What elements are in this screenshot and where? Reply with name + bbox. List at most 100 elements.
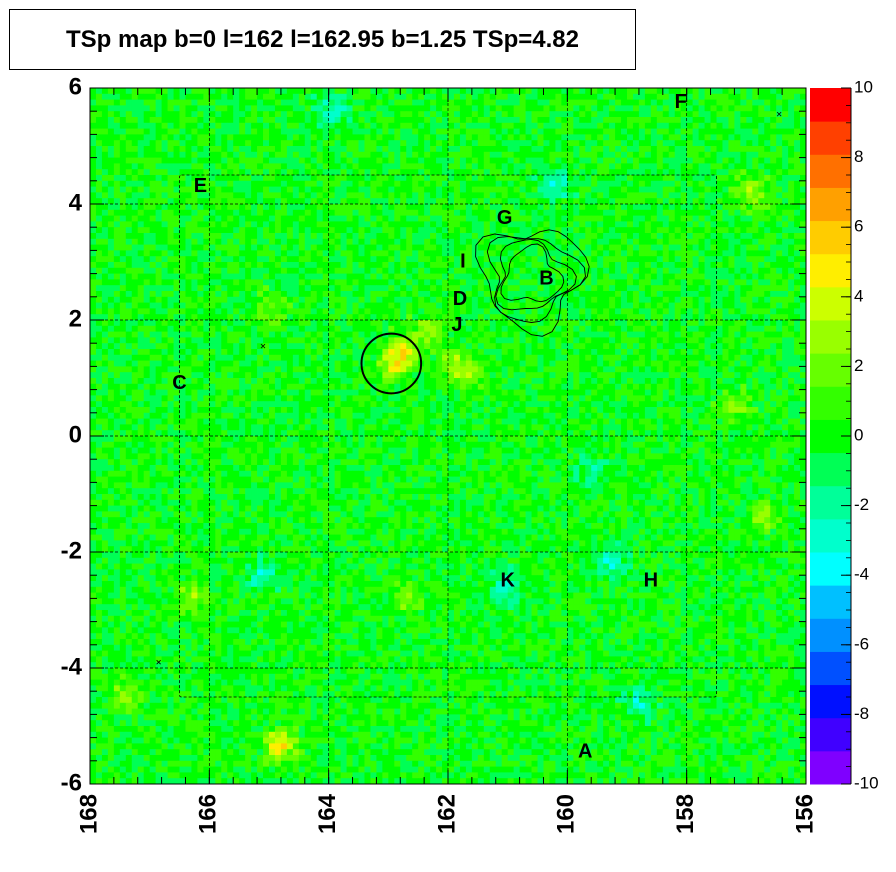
- heatmap-cell: [352, 186, 359, 193]
- heatmap-cell: [615, 88, 622, 95]
- heatmap-cell: [400, 308, 407, 315]
- heatmap-cell: [686, 285, 694, 292]
- heatmap-cell: [215, 151, 222, 158]
- heatmap-cell: [95, 244, 103, 251]
- heatmap-cell: [668, 204, 676, 211]
- heatmap-cell: [453, 134, 461, 141]
- heatmap-cell: [209, 296, 216, 303]
- heatmap-cell: [537, 134, 544, 141]
- heatmap-cell: [495, 227, 503, 234]
- heatmap-cell: [90, 204, 97, 211]
- heatmap-cell: [185, 204, 192, 211]
- heatmap-cell: [227, 302, 234, 309]
- heatmap-cell: [627, 169, 634, 176]
- heatmap-cell: [197, 279, 204, 286]
- heatmap-cell: [495, 105, 503, 112]
- heatmap-cell: [322, 314, 330, 321]
- heatmap-cell: [245, 256, 252, 263]
- heatmap-cell: [716, 285, 723, 292]
- heatmap-cell: [710, 227, 717, 234]
- heatmap-cell: [155, 244, 162, 251]
- heatmap-cell: [579, 192, 586, 199]
- heatmap-cell: [113, 128, 121, 135]
- heatmap-cell: [680, 151, 688, 158]
- heatmap-cell: [430, 233, 437, 240]
- heatmap-cell: [477, 256, 485, 263]
- heatmap-cell: [644, 302, 652, 309]
- heatmap-cell: [257, 291, 264, 298]
- heatmap-cell: [531, 233, 538, 240]
- heatmap-cell: [334, 105, 341, 112]
- heatmap-cell: [561, 238, 568, 245]
- heatmap-cell: [698, 238, 705, 245]
- heatmap-cell: [782, 169, 789, 176]
- heatmap-cell: [734, 198, 741, 205]
- heatmap-cell: [358, 325, 365, 332]
- heatmap-cell: [107, 157, 115, 164]
- heatmap-cell: [442, 262, 449, 269]
- heatmap-cell: [555, 273, 562, 280]
- heatmap-cell: [782, 198, 789, 205]
- heatmap-cell: [495, 180, 503, 187]
- heatmap-cell: [680, 93, 688, 100]
- heatmap-cell: [644, 157, 652, 164]
- heatmap-cell: [245, 140, 252, 147]
- heatmap-cell: [728, 250, 735, 257]
- heatmap-cell: [209, 163, 216, 170]
- heatmap-cell: [298, 267, 306, 274]
- heatmap-cell: [328, 209, 336, 216]
- heatmap-cell: [591, 122, 598, 129]
- heatmap-cell: [567, 169, 574, 176]
- heatmap-cell: [579, 291, 586, 298]
- heatmap-cell: [740, 180, 747, 187]
- heatmap-cell: [149, 198, 157, 205]
- heatmap-cell: [280, 250, 288, 257]
- heatmap-cell: [555, 296, 562, 303]
- heatmap-cell: [507, 111, 515, 118]
- heatmap-cell: [388, 93, 395, 100]
- heatmap-cell: [674, 146, 682, 153]
- heatmap-cell: [95, 140, 103, 147]
- heatmap-cell: [101, 238, 109, 245]
- heatmap-cell: [483, 140, 491, 147]
- heatmap-cell: [537, 111, 544, 118]
- heatmap-cell: [418, 192, 425, 199]
- heatmap-cell: [597, 285, 604, 292]
- heatmap-cell: [674, 163, 682, 170]
- heatmap-cell: [370, 279, 377, 286]
- heatmap-cell: [525, 233, 532, 240]
- heatmap-cell: [495, 262, 503, 269]
- heatmap-cell: [143, 146, 151, 153]
- heatmap-cell: [364, 221, 371, 228]
- heatmap-cell: [782, 192, 789, 199]
- heatmap-cell: [95, 99, 103, 106]
- heatmap-cell: [442, 169, 449, 176]
- heatmap-cell: [143, 186, 151, 193]
- heatmap-cell: [304, 99, 312, 106]
- heatmap-cell: [519, 256, 526, 263]
- heatmap-cell: [155, 221, 162, 228]
- heatmap-cell: [770, 285, 777, 292]
- heatmap-cell: [340, 111, 347, 118]
- heatmap-cell: [448, 88, 455, 95]
- heatmap-cell: [507, 325, 515, 332]
- heatmap-cell: [519, 308, 526, 315]
- heatmap-cell: [776, 186, 783, 193]
- heatmap-cell: [167, 273, 174, 280]
- heatmap-cell: [573, 111, 580, 118]
- heatmap-cell: [692, 238, 699, 245]
- heatmap-cell: [370, 128, 377, 135]
- heatmap-cell: [292, 180, 300, 187]
- heatmap-cell: [543, 186, 550, 193]
- heatmap-cell: [716, 105, 723, 112]
- heatmap-cell: [758, 198, 765, 205]
- heatmap-cell: [800, 273, 807, 280]
- heatmap-cell: [662, 134, 670, 141]
- heatmap-cell: [513, 273, 520, 280]
- heatmap-cell: [173, 291, 180, 298]
- heatmap-cell: [161, 192, 168, 199]
- heatmap-cell: [448, 146, 455, 153]
- heatmap-cell: [376, 285, 383, 292]
- heatmap-cell: [149, 296, 157, 303]
- heatmap-cell: [251, 215, 258, 222]
